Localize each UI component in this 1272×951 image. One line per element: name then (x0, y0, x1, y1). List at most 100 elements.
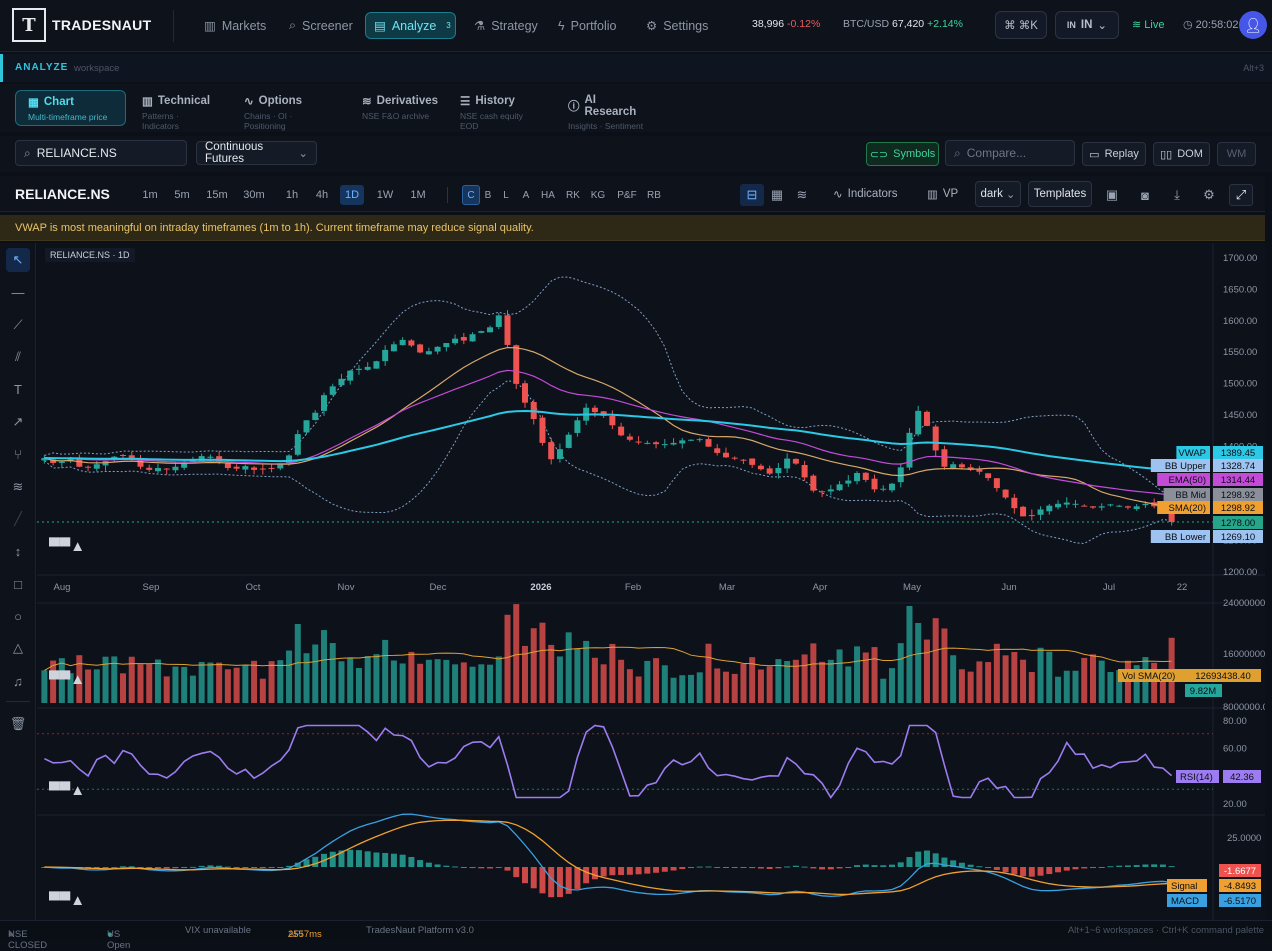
candle[interactable] (487, 327, 494, 333)
candle[interactable] (460, 337, 467, 341)
candle[interactable] (644, 442, 651, 444)
trendline-icon[interactable]: ⟋ (13, 317, 23, 332)
chart-canvas[interactable]: 1700.00 1650.00 1600.00 1550.00 1500.00 1450.… (37, 243, 1272, 920)
candle[interactable] (1081, 505, 1088, 507)
candle[interactable] (338, 378, 345, 386)
candle[interactable] (862, 472, 869, 480)
nav-markets[interactable]: ▥ Markets (196, 12, 274, 39)
chart-type-b[interactable]: B (484, 189, 492, 201)
timeframe-1m[interactable]: 1m (142, 189, 158, 201)
candle[interactable] (154, 468, 161, 472)
candle[interactable] (495, 315, 502, 327)
timeframe-1M[interactable]: 1M (410, 189, 426, 201)
candle[interactable] (259, 468, 266, 470)
candle[interactable] (1098, 506, 1105, 508)
candle[interactable] (224, 462, 231, 469)
candle[interactable] (1046, 505, 1053, 512)
candle[interactable] (574, 420, 581, 433)
candle[interactable] (50, 459, 57, 463)
tab-technical[interactable]: ▥ Technical Patterns · Indicators (130, 90, 228, 131)
chart-type-a[interactable]: A (522, 189, 530, 201)
horizontal-line-icon[interactable]: — (11, 284, 25, 300)
candle[interactable] (539, 417, 546, 443)
candle[interactable] (548, 442, 555, 460)
candle[interactable] (277, 462, 284, 469)
symbol-search[interactable]: ⌕ RELIANCE.NS (15, 140, 187, 166)
candle[interactable] (390, 344, 397, 352)
timeframe-5m[interactable]: 5m (174, 189, 190, 201)
candle[interactable] (128, 455, 135, 460)
layers-icon[interactable]: ≋ (796, 187, 808, 202)
candle[interactable] (889, 483, 895, 491)
tab-chart[interactable]: ▦ Chart Multi-timeframe price (15, 90, 126, 126)
candle[interactable] (452, 338, 459, 344)
candle[interactable] (242, 466, 249, 470)
brush-icon[interactable]: ╱ (14, 511, 22, 526)
candle[interactable] (478, 331, 485, 333)
candle[interactable] (251, 467, 258, 470)
candle[interactable] (1063, 502, 1070, 505)
candle[interactable] (565, 434, 572, 448)
chart-type-kg[interactable]: KG (590, 189, 606, 201)
candle[interactable] (268, 467, 275, 469)
timeframe-4h[interactable]: 4h (315, 189, 329, 201)
candle[interactable] (294, 434, 301, 455)
tab-ai-research[interactable]: ⓘ AI Research Insights · Sentiment (556, 90, 660, 131)
nav-portfolio[interactable]: ϟ Portfolio (550, 12, 624, 39)
candle[interactable] (329, 386, 336, 395)
timeframe-30m[interactable]: 30m (243, 189, 265, 201)
chart-type-c[interactable]: C (462, 185, 480, 205)
tab-history[interactable]: ☰ History NSE cash equity EOD (448, 90, 552, 131)
candle[interactable] (1002, 489, 1009, 498)
candle[interactable] (1133, 506, 1140, 510)
chart-type-rb[interactable]: RB (647, 189, 661, 201)
candle[interactable] (76, 458, 83, 467)
candle[interactable] (854, 473, 861, 482)
candle[interactable] (189, 460, 196, 463)
candle[interactable] (827, 489, 834, 492)
fullscreen-icon[interactable]: ⤢ (1229, 184, 1253, 206)
grid-icon[interactable]: ▦ (770, 187, 784, 202)
tab-derivatives[interactable]: ≋ Derivatives NSE F&O archive (350, 90, 446, 126)
candle[interactable] (880, 488, 887, 490)
download-icon[interactable]: ⤓ (1174, 187, 1180, 202)
wm-button[interactable]: WM (1217, 142, 1256, 166)
indicators-button[interactable]: ∿ Indicators (833, 187, 898, 201)
candle[interactable] (993, 478, 1000, 489)
replay-button[interactable]: ▭ Replay (1082, 142, 1146, 166)
candle[interactable] (1107, 504, 1114, 506)
candle[interactable] (286, 455, 293, 464)
theme-select[interactable]: dark ⌄ (975, 181, 1021, 207)
chart-type-pnf[interactable]: P&F (617, 189, 637, 201)
command-palette-button[interactable]: ⌘ ⌘K (995, 11, 1047, 39)
chart-type-l[interactable]: L (503, 189, 509, 201)
trash-icon[interactable]: 🗑︎ (9, 716, 27, 731)
candle[interactable] (417, 344, 424, 353)
timeframe-15m[interactable]: 15m (206, 189, 228, 201)
candle[interactable] (163, 468, 170, 470)
candle[interactable] (233, 466, 240, 469)
measure-icon[interactable]: ↕ (14, 543, 22, 559)
candle[interactable] (181, 462, 188, 468)
tab-options[interactable]: ∿ Options Chains · OI · Positioning (232, 90, 344, 131)
candle[interactable] (1055, 503, 1062, 508)
candle[interactable] (408, 340, 415, 346)
candle[interactable] (355, 368, 362, 370)
candle[interactable] (1072, 503, 1079, 505)
candle[interactable] (819, 491, 826, 493)
dom-button[interactable]: ▯▯ DOM (1153, 142, 1210, 166)
candle[interactable] (120, 454, 127, 456)
candle[interactable] (705, 439, 712, 447)
candle[interactable] (521, 383, 528, 403)
candle[interactable] (766, 468, 773, 474)
candle[interactable] (1116, 505, 1123, 507)
bell-icon[interactable]: ♫ (13, 673, 23, 689)
candle[interactable] (1020, 506, 1027, 517)
candle[interactable] (810, 475, 817, 491)
candle[interactable] (513, 345, 520, 384)
candle[interactable] (58, 461, 65, 463)
candle[interactable] (941, 449, 948, 467)
candle[interactable] (137, 460, 144, 467)
brand-logo[interactable]: T TRADESNAUT (12, 8, 151, 42)
candle[interactable] (749, 458, 756, 465)
